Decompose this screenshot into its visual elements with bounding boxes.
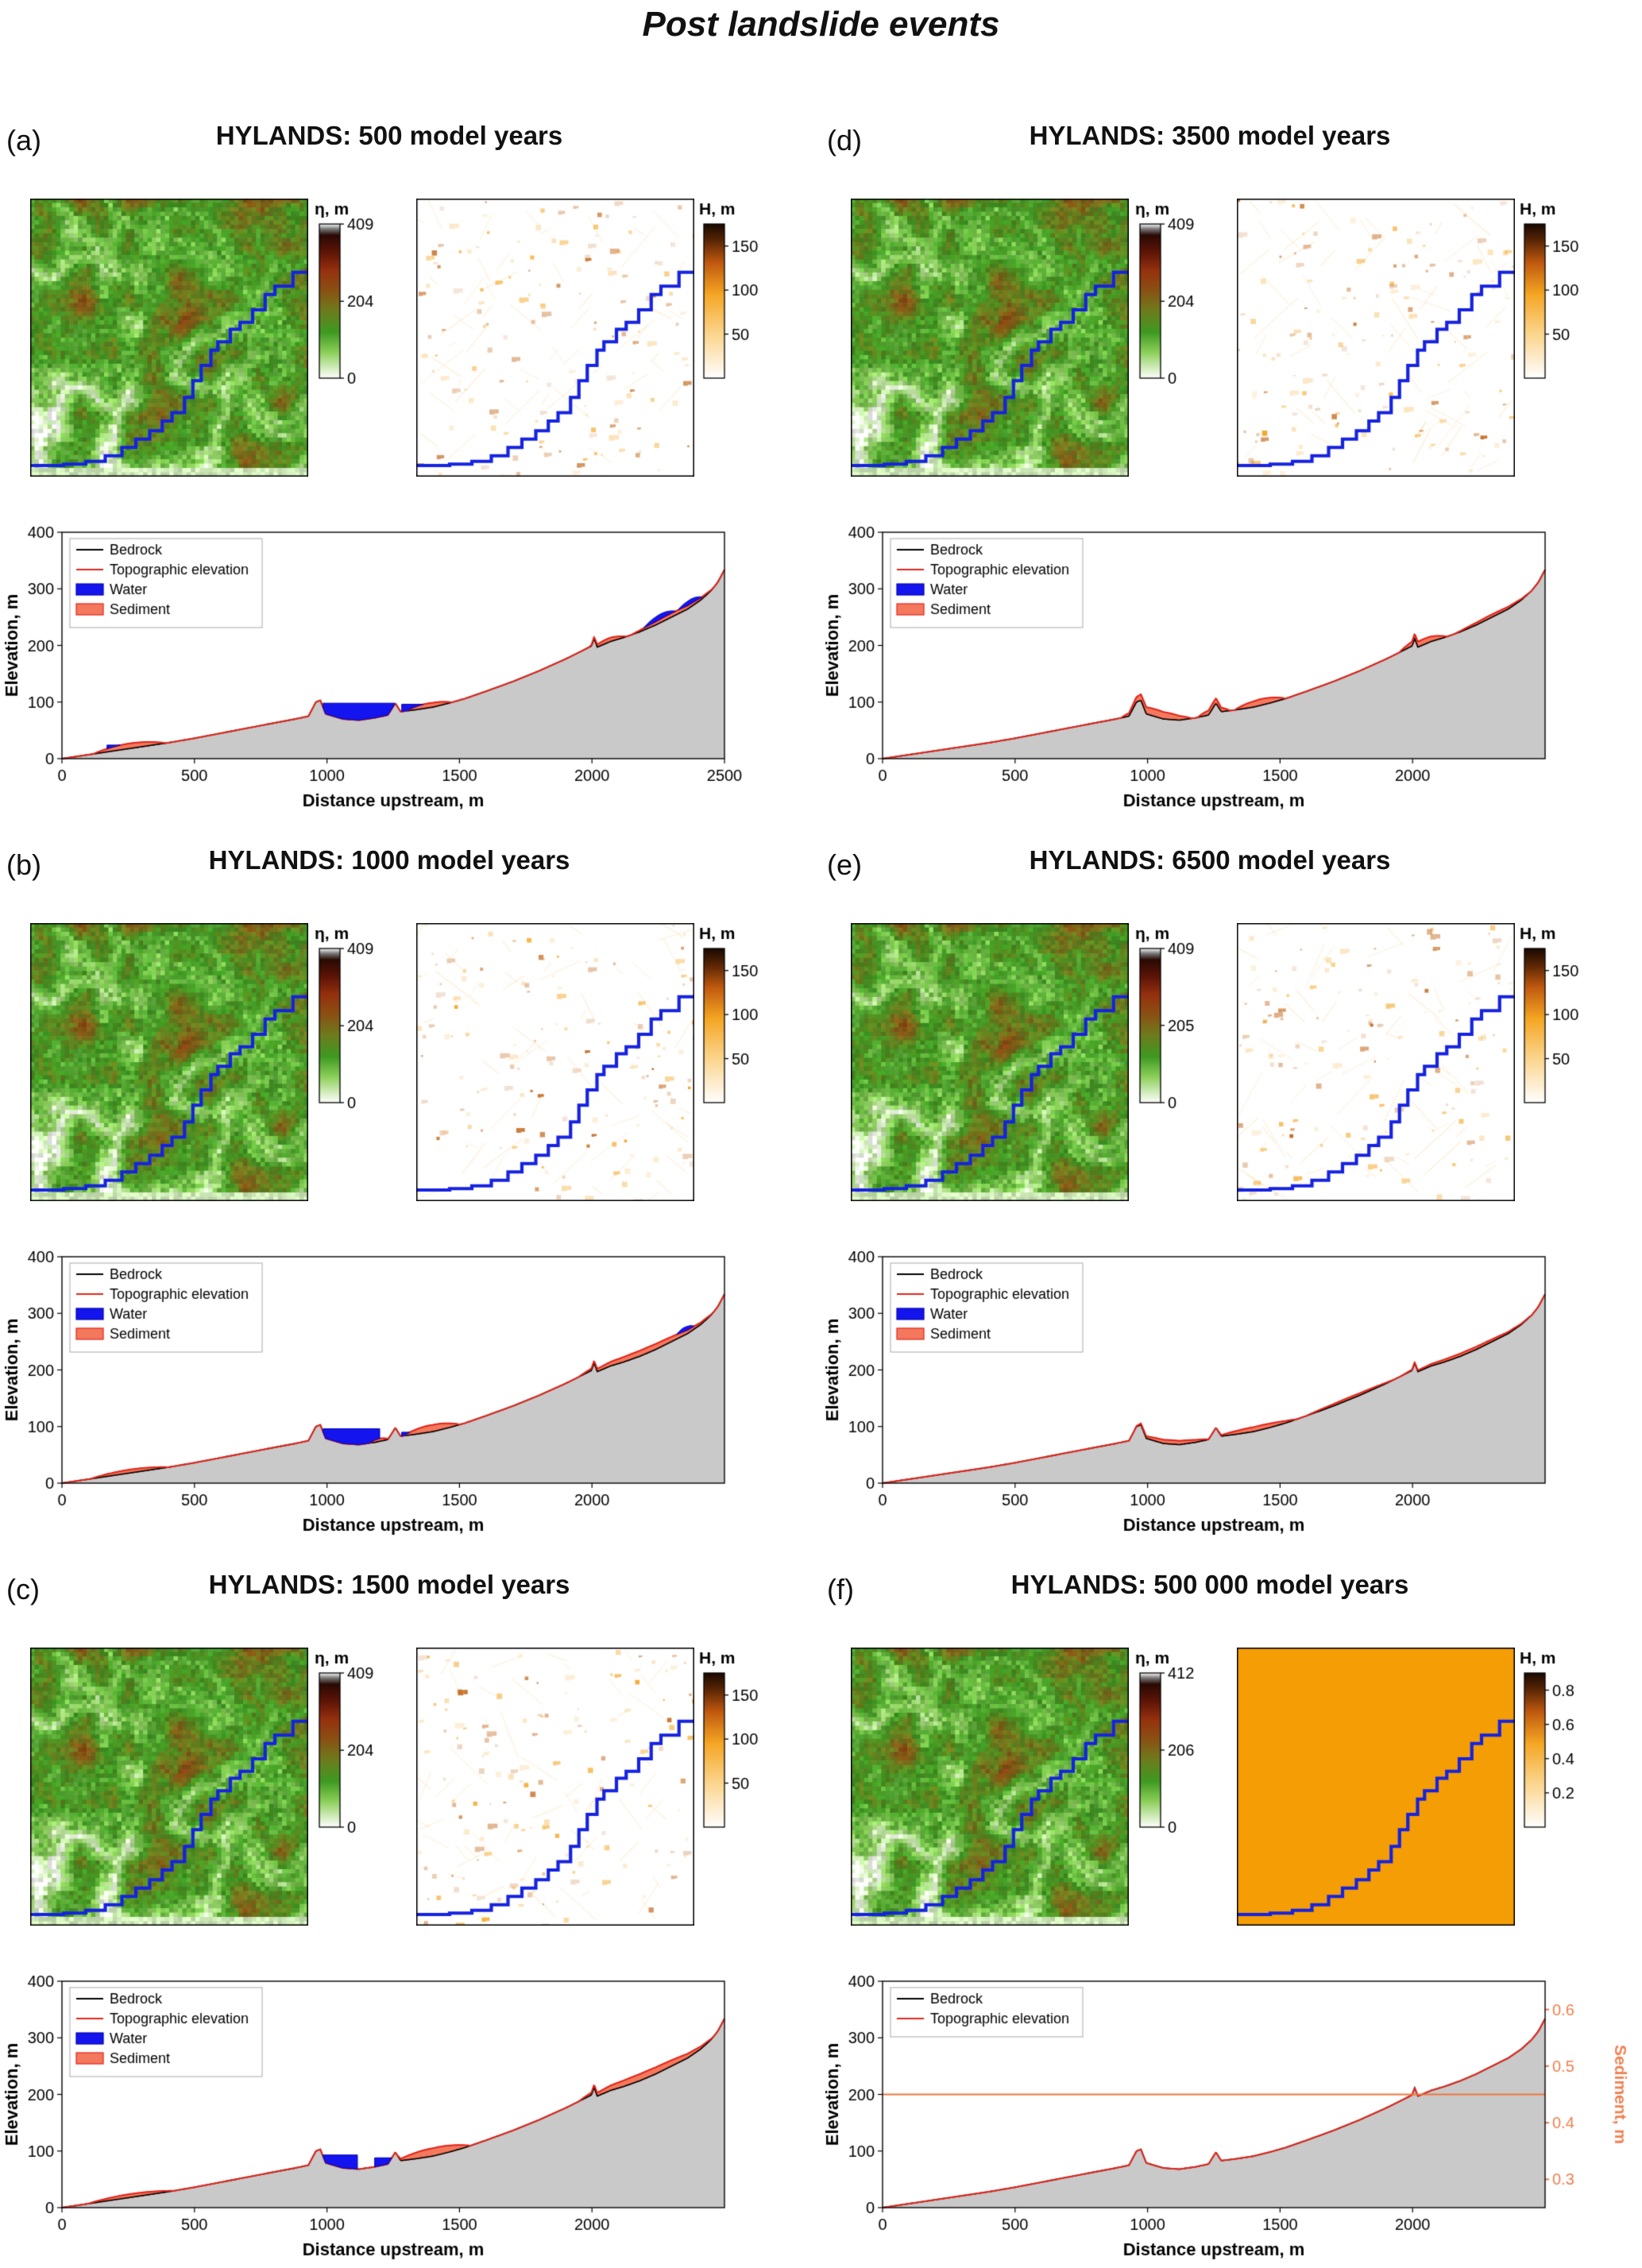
panel-title: HYLANDS: 500 model years — [215, 121, 563, 150]
elevation-map — [851, 199, 1129, 477]
sediment-thickness-map — [1237, 199, 1515, 477]
profile-plot — [821, 493, 1642, 818]
panel-letter: (e) — [827, 848, 862, 881]
panel-title: HYLANDS: 6500 model years — [1029, 845, 1391, 875]
eta-colorbar — [1134, 195, 1233, 434]
panel-b: (b) HYLANDS: 1000 model years — [0, 844, 821, 1543]
panel-letter: (a) — [6, 124, 41, 156]
panel-title: HYLANDS: 500 000 model years — [1010, 1570, 1409, 1599]
sediment-thickness-map — [1237, 1648, 1515, 1926]
panel-title: HYLANDS: 1500 model years — [208, 1570, 570, 1599]
eta-colorbar — [313, 195, 412, 434]
panel-f: (f) HYLANDS: 500 000 model years — [821, 1568, 1642, 2267]
elevation-map — [851, 923, 1129, 1201]
h-colorbar — [697, 195, 801, 434]
panel-a: (a) HYLANDS: 500 model years — [0, 119, 821, 818]
panel-e: (e) HYLANDS: 6500 model years — [821, 844, 1642, 1543]
eta-colorbar — [313, 1644, 412, 1883]
elevation-map — [30, 199, 308, 477]
h-colorbar — [697, 920, 801, 1158]
elevation-map — [30, 1648, 308, 1926]
panel-c: (c) HYLANDS: 1500 model years — [0, 1568, 821, 2267]
panel-title: HYLANDS: 3500 model years — [1029, 121, 1391, 150]
profile-plot — [0, 1217, 821, 1543]
h-colorbar — [1518, 195, 1621, 434]
figure-title: Post landslide events — [642, 5, 1000, 44]
elevation-map — [30, 923, 308, 1201]
eta-colorbar — [1134, 1644, 1233, 1883]
profile-plot — [821, 1217, 1642, 1543]
eta-colorbar — [1134, 920, 1233, 1158]
panel-d: (d) HYLANDS: 3500 model years — [821, 119, 1642, 818]
h-colorbar — [1518, 920, 1621, 1158]
eta-colorbar — [313, 920, 412, 1158]
profile-plot — [821, 1942, 1642, 2267]
h-colorbar — [1518, 1644, 1621, 1883]
elevation-map — [851, 1648, 1129, 1926]
panel-letter: (d) — [827, 124, 862, 156]
sediment-thickness-map — [416, 1648, 694, 1926]
sediment-thickness-map — [416, 923, 694, 1201]
profile-plot — [0, 1942, 821, 2267]
sediment-thickness-map — [1237, 923, 1515, 1201]
panel-letter: (f) — [827, 1573, 854, 1605]
sediment-thickness-map — [416, 199, 694, 477]
h-colorbar — [697, 1644, 801, 1883]
panel-letter: (c) — [6, 1573, 40, 1605]
profile-plot — [0, 493, 821, 818]
panel-title: HYLANDS: 1000 model years — [208, 845, 570, 875]
panel-letter: (b) — [6, 848, 41, 881]
